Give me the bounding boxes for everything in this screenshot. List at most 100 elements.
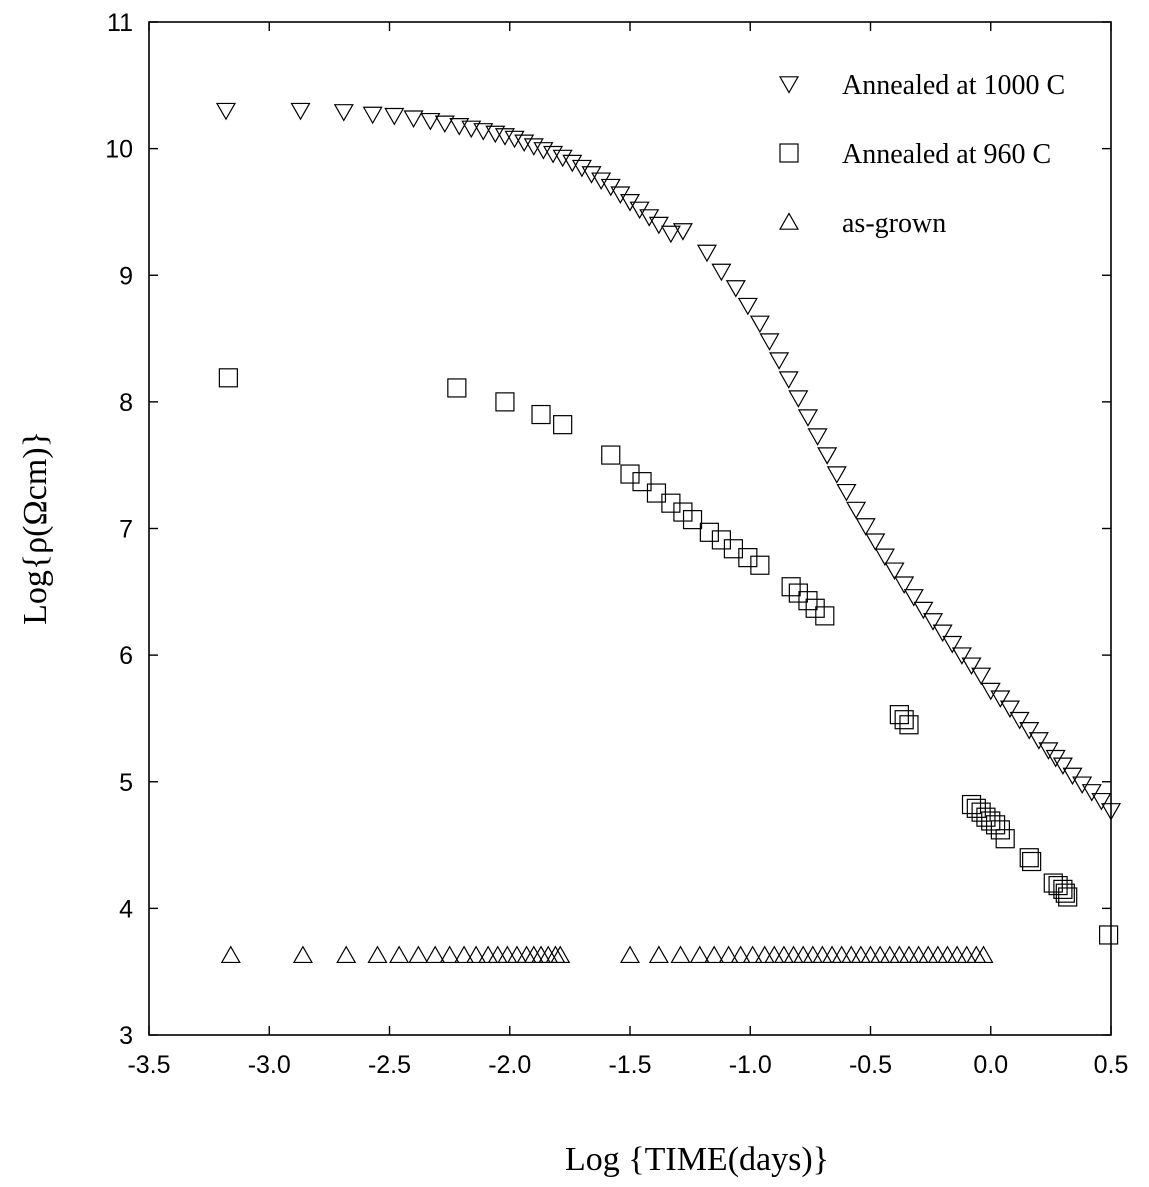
data-point [506, 945, 527, 964]
data-point [718, 945, 739, 964]
y-tick-label: 3 [119, 1022, 133, 1050]
data-point [990, 690, 1011, 708]
data-point [425, 945, 446, 964]
data-point [533, 142, 554, 160]
data-point [831, 945, 852, 964]
data-point [552, 149, 573, 168]
data-point [860, 945, 881, 964]
data-point [1043, 873, 1063, 893]
data-point [725, 280, 746, 298]
data-point [591, 172, 612, 191]
legend-label: Annealed at 960 C [842, 139, 1051, 170]
x-tick-label: 0.0 [973, 1051, 1008, 1079]
data-point [995, 829, 1015, 849]
data-point [408, 945, 429, 964]
data-point [850, 945, 871, 964]
data-point [899, 715, 919, 735]
x-tick-label: -2.5 [368, 1051, 411, 1079]
data-point [865, 533, 886, 551]
y-tick-label: 6 [119, 642, 133, 670]
data-point [571, 159, 592, 178]
data-point [447, 378, 467, 398]
x-tick-label: -3.0 [248, 1051, 291, 1079]
data-point [764, 945, 785, 964]
x-tick-label: -2.0 [488, 1051, 531, 1079]
data-point [531, 404, 551, 425]
data-point [619, 945, 641, 964]
legend-marker [778, 76, 800, 94]
data-point [889, 945, 910, 964]
data-point [855, 518, 876, 536]
data-point [434, 115, 455, 134]
data-point [1052, 757, 1073, 776]
data-point [336, 945, 357, 964]
data-point [802, 945, 823, 964]
data-point [1053, 879, 1073, 899]
data-point [487, 945, 508, 964]
x-tick-labels: -3.5 -3.0 -2.5 -2.0 -1.5 -1.0 -0.5 0.0 0.5 [127, 1051, 1128, 1079]
axis-ticks [148, 21, 1112, 1036]
data-point [290, 102, 311, 121]
data-point [884, 562, 905, 581]
data-point [218, 368, 238, 388]
data-point [1048, 875, 1068, 896]
data-point [805, 598, 825, 618]
x-tick-label: -3.5 [127, 1051, 170, 1079]
data-point [781, 577, 801, 597]
data-markers [215, 102, 1122, 964]
data-point [778, 371, 799, 389]
data-point [908, 945, 929, 964]
data-point [696, 244, 717, 263]
series-square [218, 368, 1119, 945]
data-point [1055, 883, 1075, 903]
y-tick-label: 11 [107, 9, 133, 37]
data-point [292, 945, 313, 964]
data-point [473, 123, 494, 141]
data-point [581, 166, 602, 184]
data-point [826, 466, 847, 484]
data-point [927, 945, 948, 964]
data-point [846, 501, 867, 520]
data-point [961, 794, 982, 815]
data-point [648, 216, 669, 235]
y-tick-label: 9 [119, 262, 133, 290]
data-point [660, 225, 681, 244]
data-point [632, 472, 652, 492]
data-point [620, 464, 640, 484]
data-point [874, 548, 895, 567]
data-point [1098, 925, 1119, 945]
data-point [951, 647, 972, 665]
data-point [750, 555, 770, 575]
data-point [773, 945, 794, 964]
data-point [504, 130, 525, 149]
legend-label: Annealed at 1000 C [842, 70, 1065, 101]
data-point [797, 409, 819, 427]
y-tick-label: 7 [119, 516, 133, 544]
data-point [699, 522, 719, 542]
data-point [898, 945, 920, 964]
data-point [672, 223, 693, 241]
data-point [947, 945, 968, 964]
data-point [918, 945, 939, 964]
data-point [1058, 887, 1078, 907]
data-point [956, 945, 977, 964]
data-point [648, 945, 669, 964]
data-point [514, 134, 535, 153]
data-point [682, 510, 703, 530]
data-point [798, 591, 818, 611]
data-point [742, 945, 763, 964]
data-point [454, 945, 475, 964]
y-tick-labels: 3 4 5 6 7 8 9 10 11 [105, 9, 133, 1050]
data-point [754, 945, 775, 964]
data-point [1009, 711, 1030, 730]
y-tick-label: 10 [105, 136, 133, 164]
data-point [673, 502, 693, 522]
data-point [812, 945, 833, 964]
data-point [788, 583, 808, 603]
data-point [841, 945, 862, 964]
data-point [999, 700, 1021, 719]
data-point [704, 945, 725, 964]
data-point [759, 333, 780, 351]
legend-marker [779, 143, 799, 163]
